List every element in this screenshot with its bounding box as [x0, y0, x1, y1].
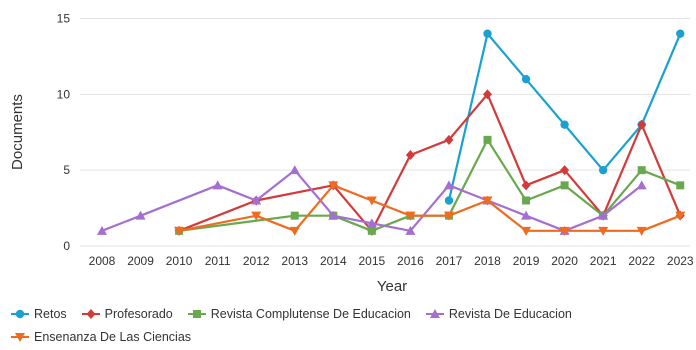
x-tick-label: 2016	[397, 254, 424, 268]
data-point	[135, 210, 146, 220]
data-point	[559, 226, 570, 236]
legend-marker-icon	[192, 310, 201, 318]
series-line	[447, 32, 682, 201]
x-axis-ticks: 2008 2009 2010 2011 2012 2013 2014 2015 2016 2017…	[89, 254, 694, 268]
data-point	[521, 74, 531, 84]
data-point	[328, 181, 339, 191]
x-tick-label: 2018	[474, 254, 501, 268]
series-line	[178, 93, 682, 232]
data-point	[675, 211, 686, 221]
series-2	[175, 135, 685, 235]
data-point	[483, 89, 492, 100]
y-tick-label: 0	[63, 239, 70, 253]
data-point	[212, 180, 223, 190]
data-point	[637, 166, 646, 175]
legend-item[interactable]: Revista De Educacion	[425, 304, 572, 324]
gridlines	[80, 18, 690, 247]
data-point	[251, 195, 262, 205]
legend-swatch-icon	[187, 310, 206, 318]
y-tick-label: 5	[63, 163, 70, 177]
data-point	[443, 211, 454, 221]
data-point	[405, 211, 416, 221]
x-tick-label: 2014	[320, 254, 347, 268]
data-point	[366, 196, 377, 206]
data-point	[636, 180, 647, 190]
legend-item[interactable]: Revista Complutense De Educacion	[187, 304, 411, 324]
data-point	[521, 226, 532, 236]
x-tick-label: 2008	[89, 254, 116, 268]
x-tick-label: 2019	[513, 254, 540, 268]
data-point	[367, 226, 376, 235]
data-point	[598, 210, 609, 220]
legend-item[interactable]: Ensenanza De Las Ciencias	[10, 327, 191, 347]
data-point	[289, 226, 300, 236]
data-point	[598, 226, 609, 236]
data-point	[676, 29, 685, 38]
data-point	[598, 165, 608, 175]
x-tick-label: 2017	[436, 254, 463, 268]
data-point	[366, 218, 377, 228]
x-tick-label: 2013	[281, 254, 308, 268]
x-tick-label: 2020	[551, 254, 578, 268]
data-point	[676, 181, 685, 190]
legend-label: Profesorado	[104, 307, 173, 321]
x-tick-label: 2021	[590, 254, 617, 268]
data-point	[443, 180, 454, 190]
legend-swatch-icon	[425, 309, 444, 318]
legend-item[interactable]: Retos	[10, 304, 67, 324]
data-point	[97, 225, 107, 235]
x-tick-label: 2009	[127, 254, 154, 268]
x-tick-label: 2022	[628, 254, 655, 268]
data-point	[521, 210, 532, 220]
data-point	[328, 210, 339, 220]
series-line	[101, 169, 643, 232]
legend-label: Retos	[34, 307, 67, 321]
y-axis-ticks: 0 5 10 15	[57, 12, 71, 254]
series-0	[444, 29, 685, 205]
data-point	[560, 181, 569, 190]
data-point	[444, 196, 454, 205]
x-tick-label: 2012	[243, 254, 270, 268]
legend-marker-icon	[86, 309, 96, 319]
series-group	[97, 29, 686, 236]
legend-label: Ensenanza De Las Ciencias	[34, 330, 192, 344]
data-point	[483, 29, 492, 38]
legend-label: Revista De Educacion	[448, 307, 572, 321]
data-point	[290, 211, 299, 220]
chart-legend: Retos Profesorado Revista Complutense De E…	[10, 304, 690, 350]
data-point	[637, 119, 647, 130]
data-point	[560, 120, 569, 129]
x-tick-label: 2023	[667, 254, 694, 268]
legend-marker-icon	[429, 309, 440, 318]
legend-swatch-icon	[11, 333, 29, 342]
data-point	[560, 165, 570, 176]
data-point	[444, 134, 454, 145]
data-point	[174, 226, 185, 236]
data-point	[251, 211, 262, 221]
data-point	[289, 165, 300, 175]
data-point	[636, 226, 647, 236]
legend-item[interactable]: Profesorado	[81, 304, 173, 324]
data-point	[405, 150, 415, 160]
x-tick-label: 2015	[358, 254, 385, 268]
data-point	[405, 225, 416, 235]
legend-swatch-icon	[81, 309, 100, 319]
legend-marker-icon	[15, 333, 25, 342]
y-tick-label: 15	[57, 12, 71, 26]
data-point	[521, 180, 531, 191]
legend-label: Revista Complutense De Educacion	[210, 307, 411, 321]
x-axis-title: Year	[377, 278, 407, 295]
series-4	[174, 181, 686, 236]
data-point	[483, 135, 492, 144]
y-axis-title: Documents	[9, 94, 26, 170]
data-point	[522, 196, 531, 205]
x-tick-label: 2011	[205, 254, 231, 268]
legend-marker-icon	[15, 309, 25, 319]
x-tick-label: 2010	[166, 254, 193, 268]
series-line	[178, 138, 681, 232]
data-point	[482, 196, 493, 206]
legend-swatch-icon	[11, 309, 29, 319]
y-tick-label: 10	[57, 87, 71, 101]
